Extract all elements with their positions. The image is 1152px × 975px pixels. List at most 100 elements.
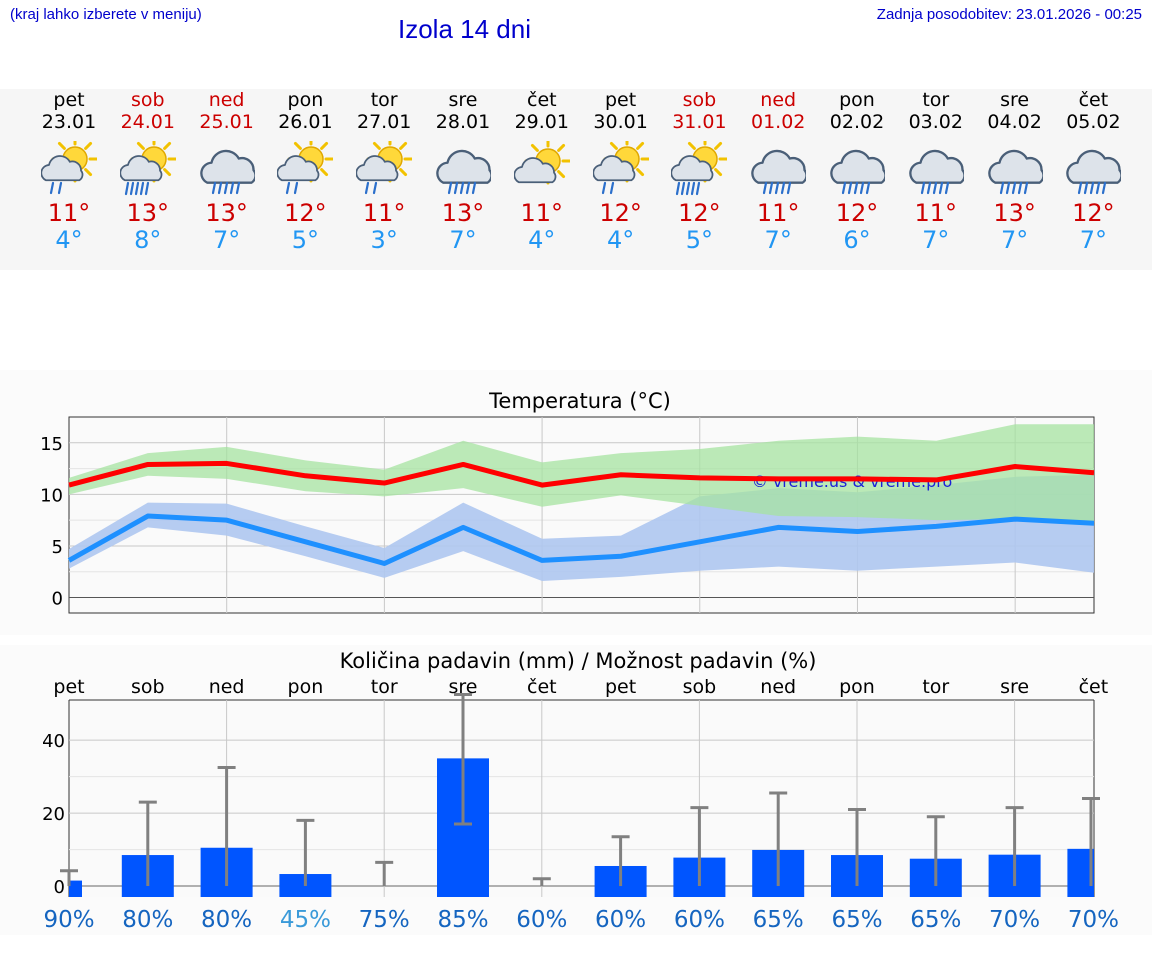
- day-label: pon: [839, 676, 875, 698]
- cloud-outline: [830, 149, 885, 184]
- sun-cloud-rain-icon: [356, 141, 413, 195]
- day-date: 04.02: [987, 111, 1042, 133]
- max-temperature: 11°: [520, 199, 564, 227]
- sun-ray: [635, 141, 644, 150]
- sun-ray: [688, 141, 697, 150]
- sun-cloud-heavy-rain-icon: [119, 141, 176, 196]
- rain-drop: [1011, 181, 1016, 195]
- precip-bar: [69, 880, 82, 897]
- rain-drop: [676, 181, 681, 196]
- cloud-rain-icon: [830, 149, 885, 195]
- precipitation-panel: Količina padavin (mm) / Možnost padavin …: [0, 645, 1152, 935]
- precip-probability: 65%: [910, 907, 961, 933]
- cloud-outline: [987, 149, 1043, 184]
- sun-cloud-heavy-rain-icon: [671, 141, 728, 196]
- rain-drop: [459, 181, 465, 195]
- rain-drop: [57, 181, 63, 195]
- max-temperature: 12°: [835, 199, 879, 227]
- cloud-shape: [1066, 149, 1122, 184]
- day-name: sob: [131, 89, 165, 111]
- min-temperature: 7°: [922, 226, 950, 254]
- day-label: sob: [683, 676, 717, 698]
- cloud-shape: [119, 155, 163, 182]
- min-temperature: 5°: [291, 226, 320, 254]
- max-temperature-line: [68, 460, 1095, 488]
- location-hint: (kraj lahko izberete v meniju): [10, 6, 202, 23]
- rain-drop: [944, 181, 949, 195]
- rain-drop: [781, 181, 786, 195]
- day-name: pet: [604, 89, 637, 111]
- sun-cloud-heavy-rain-icon: [119, 141, 176, 196]
- page-title: Izola 14 dni: [398, 14, 531, 44]
- cloud-outline: [277, 155, 320, 182]
- day-name: tor: [922, 89, 950, 111]
- cloud-shape: [671, 155, 714, 182]
- last-update: Zadnja posodobitev: 23.01.2026 - 00:25: [876, 6, 1142, 23]
- rain-drop: [847, 181, 853, 195]
- day-date: 27.01: [356, 111, 412, 133]
- day-label: čet: [1079, 676, 1109, 698]
- rain-drop: [681, 181, 686, 196]
- cloud-rain-icon: [1066, 149, 1122, 195]
- sun-ray: [373, 141, 382, 150]
- cloud-shape: [987, 149, 1043, 184]
- sun-cloud-rain-icon: [41, 141, 97, 195]
- rain-drop: [787, 181, 792, 195]
- max-temperature: 13°: [993, 199, 1036, 227]
- precip-probability: 45%: [280, 907, 331, 933]
- min-temperature: 3°: [370, 226, 398, 254]
- cloud-outline: [41, 155, 84, 182]
- day-date: 28.01: [435, 111, 491, 133]
- cloud-outline: [436, 149, 491, 184]
- rain-drop: [124, 181, 129, 196]
- max-temperature: 12°: [599, 199, 642, 227]
- precip-probability: 65%: [753, 907, 804, 933]
- cloud-outline: [751, 149, 807, 184]
- sun-ray: [399, 168, 408, 177]
- day-label: pon: [288, 676, 324, 698]
- cloud-shape: [41, 155, 84, 182]
- rain-drop: [229, 181, 234, 195]
- rain-drop: [775, 181, 780, 195]
- day-date: 25.01: [199, 111, 254, 133]
- rain-drop: [932, 181, 937, 195]
- max-temperature: 12°: [678, 199, 721, 227]
- sun-cloud-rain-icon: [41, 141, 97, 195]
- rain-drop: [1096, 181, 1101, 195]
- max-temperature: 11°: [756, 199, 800, 227]
- day-label: ned: [760, 676, 796, 698]
- precip-probability: 90%: [43, 907, 94, 933]
- min-temperature: 6°: [843, 226, 871, 254]
- rain-drop: [1005, 181, 1010, 195]
- rain-drop: [365, 181, 370, 195]
- max-temperature: 12°: [1072, 199, 1115, 227]
- sun-cloud-heavy-rain-icon: [671, 141, 728, 196]
- precip-probability: 75%: [359, 907, 410, 933]
- min-temperature: 8°: [134, 226, 162, 254]
- day-date: 05.02: [1066, 111, 1121, 133]
- sun-cloud-rain-icon: [592, 141, 649, 195]
- cloud-rain-icon: [199, 149, 255, 195]
- rain-drop: [601, 181, 606, 195]
- rain-drop: [853, 181, 859, 195]
- rain-drop: [453, 181, 459, 195]
- rain-drop: [223, 181, 228, 195]
- min-temperature: 4°: [606, 226, 635, 254]
- rain-drop: [841, 181, 847, 195]
- y-tick-label: 10: [40, 485, 63, 506]
- min-temperature: 7°: [1000, 226, 1029, 254]
- max-temperature: 11°: [914, 199, 958, 227]
- rain-drop: [920, 181, 925, 195]
- rain-drop: [217, 181, 222, 195]
- rain-drop: [1023, 181, 1028, 195]
- sun-cloud-icon: [513, 141, 570, 185]
- rain-drop: [465, 181, 471, 195]
- precip-probability: 80%: [201, 907, 252, 933]
- rain-drop: [1090, 181, 1095, 195]
- precip-probability: 70%: [989, 907, 1040, 933]
- day-date: 23.01: [41, 111, 97, 133]
- rain-drop: [471, 181, 477, 195]
- min-temperature-line: [67, 513, 1095, 566]
- precip-probability: 80%: [122, 907, 173, 933]
- cloud-rain-icon: [909, 149, 964, 195]
